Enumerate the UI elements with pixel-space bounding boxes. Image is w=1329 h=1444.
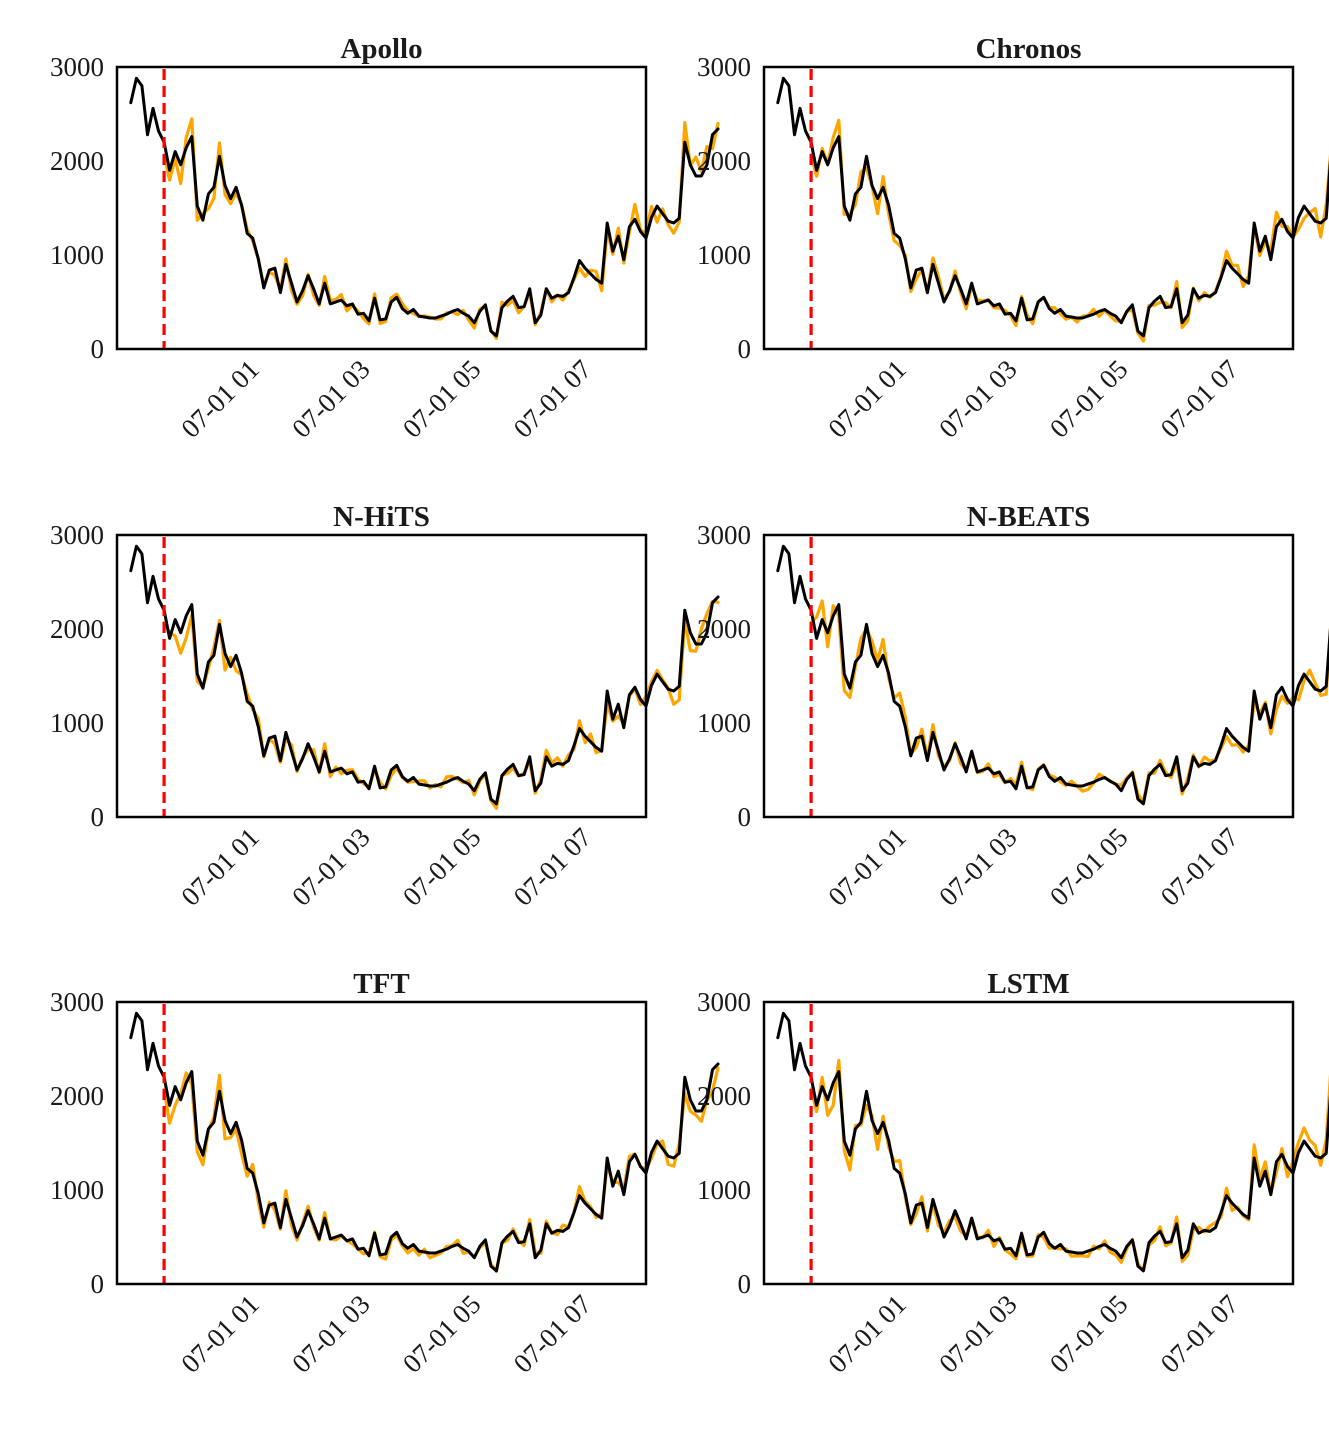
actual-line — [129, 1011, 720, 1273]
x-tick-label: 07-01 05 — [1044, 354, 1134, 444]
x-tick-label: 07-01 07 — [508, 822, 598, 912]
chart-title: Apollo — [340, 33, 422, 65]
x-tick-label: 07-01 01 — [822, 822, 912, 912]
chart-title: N-BEATS — [967, 501, 1091, 533]
y-tick-label: 2000 — [50, 614, 104, 644]
y-tick-label: 2000 — [50, 1081, 104, 1111]
y-tick-label: 1000 — [50, 1175, 104, 1205]
x-tick-label: 07-01 03 — [933, 1289, 1023, 1379]
x-tick-label: 07-01 03 — [933, 354, 1023, 444]
plot-frame — [115, 65, 648, 351]
x-tick-label: 07-01 07 — [508, 1289, 598, 1379]
x-tick-label: 07-01 05 — [1044, 822, 1134, 912]
x-tick-label: 07-01 03 — [933, 822, 1023, 912]
x-tick-label: 07-01 07 — [1155, 354, 1245, 444]
x-tick-label: 07-01 07 — [508, 354, 598, 444]
actual-line — [129, 76, 720, 338]
y-tick-label: 2000 — [697, 614, 751, 644]
forecast-line — [162, 599, 720, 810]
plot-frame — [115, 533, 648, 819]
y-tick-label: 3000 — [50, 52, 104, 82]
x-tick-label: 07-01 07 — [1155, 1289, 1245, 1379]
y-tick-label: 3000 — [697, 520, 751, 550]
y-tick-label: 0 — [738, 334, 752, 364]
y-tick-label: 3000 — [50, 520, 104, 550]
plot-frame — [762, 533, 1295, 819]
actual-line — [129, 544, 720, 806]
y-tick-label: 1000 — [697, 240, 751, 270]
x-tick-label: 07-01 01 — [175, 822, 265, 912]
y-tick-label: 0 — [91, 802, 105, 832]
y-tick-label: 1000 — [697, 708, 751, 738]
y-tick-label: 0 — [91, 1269, 105, 1299]
x-tick-label: 07-01 05 — [397, 1289, 487, 1379]
y-tick-label: 2000 — [697, 146, 751, 176]
plot-frame — [115, 1000, 648, 1286]
y-tick-label: 0 — [738, 802, 752, 832]
chart-title: N-HiTS — [333, 501, 430, 533]
y-tick-label: 0 — [738, 1269, 752, 1299]
forecast-line — [809, 1058, 1329, 1273]
y-tick-label: 2000 — [50, 146, 104, 176]
x-tick-label: 07-01 01 — [822, 1289, 912, 1379]
x-tick-label: 07-01 03 — [286, 822, 376, 912]
y-tick-label: 1000 — [50, 240, 104, 270]
x-tick-label: 07-01 05 — [397, 354, 487, 444]
actual-line — [776, 76, 1329, 338]
y-tick-label: 0 — [91, 334, 105, 364]
x-tick-label: 07-01 03 — [286, 354, 376, 444]
y-tick-label: 3000 — [697, 52, 751, 82]
chart-title: TFT — [353, 968, 409, 1000]
forecast-line — [809, 118, 1329, 343]
y-tick-label: 3000 — [697, 987, 751, 1017]
y-tick-label: 1000 — [697, 1175, 751, 1205]
plot-frame — [762, 65, 1295, 351]
x-tick-label: 07-01 01 — [822, 354, 912, 444]
forecast-line — [809, 599, 1329, 804]
x-tick-label: 07-01 07 — [1155, 822, 1245, 912]
chart-title: LSTM — [987, 968, 1069, 1000]
chart-panel-4: TFT 0 1000 2000 3000 07-01 01 07-01 03 07-01 05… — [50, 968, 720, 1379]
x-tick-label: 07-01 05 — [397, 822, 487, 912]
actual-line — [776, 1011, 1329, 1273]
x-tick-label: 07-01 05 — [1044, 1289, 1134, 1379]
chart-title: Chronos — [976, 33, 1082, 65]
x-tick-label: 07-01 03 — [286, 1289, 376, 1379]
y-tick-label: 1000 — [50, 708, 104, 738]
y-tick-label: 3000 — [50, 987, 104, 1017]
x-tick-label: 07-01 01 — [175, 1289, 265, 1379]
plot-frame — [762, 1000, 1295, 1286]
x-tick-label: 07-01 01 — [175, 354, 265, 444]
actual-line — [776, 544, 1329, 806]
y-tick-label: 2000 — [697, 1081, 751, 1111]
